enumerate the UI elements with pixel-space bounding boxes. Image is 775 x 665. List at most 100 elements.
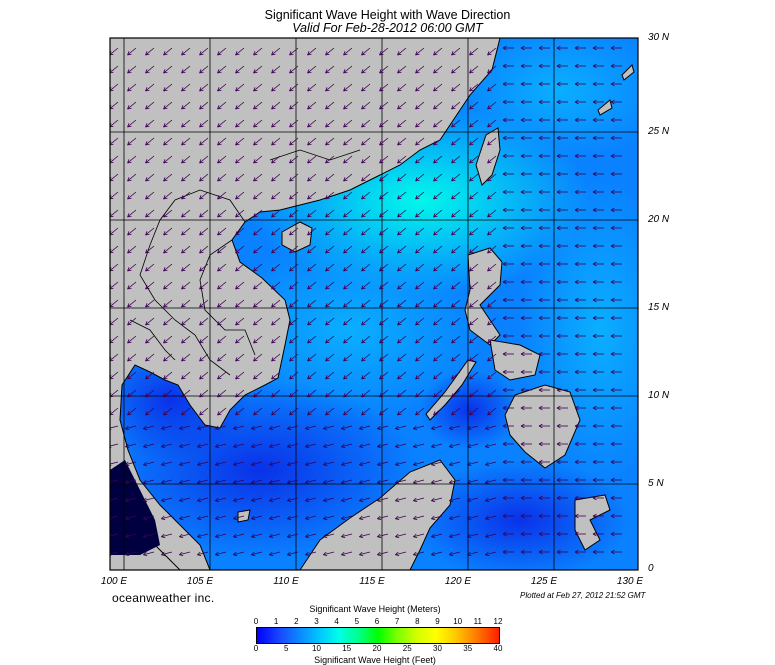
direction-arrow bbox=[433, 191, 443, 200]
arrow-head bbox=[325, 359, 330, 362]
arrow-head bbox=[469, 303, 472, 308]
direction-arrow bbox=[145, 65, 155, 74]
arrow-head bbox=[217, 143, 222, 146]
arrow-head bbox=[538, 101, 543, 105]
direction-arrow bbox=[397, 47, 407, 56]
direction-arrow bbox=[271, 155, 281, 164]
arrow-head bbox=[415, 393, 418, 398]
arrow-head bbox=[145, 359, 150, 362]
arrow-head bbox=[325, 51, 328, 56]
arrow-head bbox=[307, 287, 312, 290]
arrow-head bbox=[451, 123, 454, 128]
arrow-head bbox=[397, 143, 402, 146]
arrow-head bbox=[487, 107, 492, 110]
direction-arrow bbox=[415, 83, 425, 92]
arrow-head bbox=[343, 53, 348, 56]
arrow-head bbox=[520, 243, 525, 247]
direction-arrow bbox=[433, 407, 443, 416]
direction-arrow bbox=[323, 515, 335, 520]
direction-arrow bbox=[467, 425, 479, 430]
arrow-head bbox=[556, 407, 561, 411]
arrow-head bbox=[413, 461, 417, 466]
arrow-head bbox=[233, 464, 238, 467]
arrow-head bbox=[592, 261, 597, 265]
arrow-head bbox=[592, 297, 597, 301]
arrow-head bbox=[161, 479, 165, 484]
direction-arrow bbox=[217, 173, 227, 182]
arrow-head bbox=[145, 89, 150, 92]
arrow-head bbox=[199, 179, 204, 182]
direction-arrow bbox=[233, 551, 245, 556]
arrow-head bbox=[179, 464, 184, 467]
arrow-head bbox=[217, 105, 220, 110]
arrow-head bbox=[502, 81, 507, 85]
arrow-head bbox=[538, 407, 543, 411]
arrow-head bbox=[610, 173, 615, 177]
arrow-head bbox=[397, 249, 400, 254]
arrow-head bbox=[433, 323, 438, 326]
arrow-head bbox=[325, 303, 328, 308]
arrow-head bbox=[341, 536, 346, 539]
arrow-head bbox=[502, 299, 507, 303]
direction-arrow bbox=[307, 101, 317, 110]
arrow-head bbox=[235, 69, 238, 74]
direction-arrow bbox=[325, 263, 335, 272]
arrow-head bbox=[323, 533, 327, 538]
arrow-head bbox=[305, 443, 309, 448]
arrow-head bbox=[253, 87, 256, 92]
arrow-head bbox=[145, 215, 150, 218]
arrow-head bbox=[215, 479, 219, 484]
direction-arrow bbox=[307, 281, 317, 290]
direction-arrow bbox=[433, 119, 443, 128]
land-mindanao bbox=[504, 384, 581, 469]
arrow-head bbox=[520, 297, 525, 301]
arrow-head bbox=[235, 249, 238, 254]
arrow-head bbox=[415, 215, 420, 218]
arrow-head bbox=[163, 159, 166, 164]
direction-arrow bbox=[143, 533, 155, 538]
direction-arrow bbox=[235, 371, 245, 380]
arrow-head bbox=[359, 428, 364, 431]
arrow-head bbox=[610, 441, 615, 445]
arrow-head bbox=[502, 47, 507, 51]
arrow-head bbox=[359, 461, 363, 466]
direction-arrow bbox=[343, 281, 353, 290]
arrow-head bbox=[343, 159, 346, 164]
arrow-head bbox=[307, 177, 310, 182]
arrow-head bbox=[502, 153, 507, 157]
arrow-head bbox=[289, 231, 292, 236]
arrow-head bbox=[199, 123, 202, 128]
arrow-head bbox=[181, 377, 186, 380]
direction-arrow bbox=[433, 263, 443, 272]
arrow-head bbox=[395, 554, 400, 557]
arrow-head bbox=[556, 425, 561, 429]
latitude-label: 30 N bbox=[648, 32, 670, 43]
direction-arrow bbox=[323, 479, 335, 484]
arrow-head bbox=[592, 371, 597, 375]
arrow-head bbox=[379, 359, 384, 362]
arrow-head bbox=[343, 395, 348, 398]
direction-arrow bbox=[289, 101, 299, 110]
arrow-head bbox=[451, 375, 454, 380]
arrow-head bbox=[485, 428, 490, 431]
arrow-head bbox=[592, 443, 597, 447]
arrow-head bbox=[433, 249, 436, 254]
arrow-head bbox=[217, 395, 222, 398]
arrow-head bbox=[485, 464, 490, 467]
arrow-head bbox=[145, 287, 150, 290]
arrow-head bbox=[574, 425, 579, 429]
arrow-head bbox=[287, 443, 291, 448]
direction-arrow bbox=[289, 119, 299, 128]
arrow-head bbox=[502, 515, 507, 519]
arrow-head bbox=[449, 536, 454, 539]
direction-arrow bbox=[395, 551, 407, 556]
direction-arrow bbox=[199, 173, 209, 182]
direction-arrow bbox=[197, 443, 209, 448]
arrow-head bbox=[592, 191, 597, 195]
direction-arrow bbox=[307, 245, 317, 254]
arrow-head bbox=[415, 267, 418, 272]
colorbar-tick: 20 bbox=[372, 644, 382, 653]
arrow-head bbox=[574, 495, 579, 499]
direction-arrow bbox=[197, 515, 209, 520]
arrow-head bbox=[415, 161, 420, 164]
